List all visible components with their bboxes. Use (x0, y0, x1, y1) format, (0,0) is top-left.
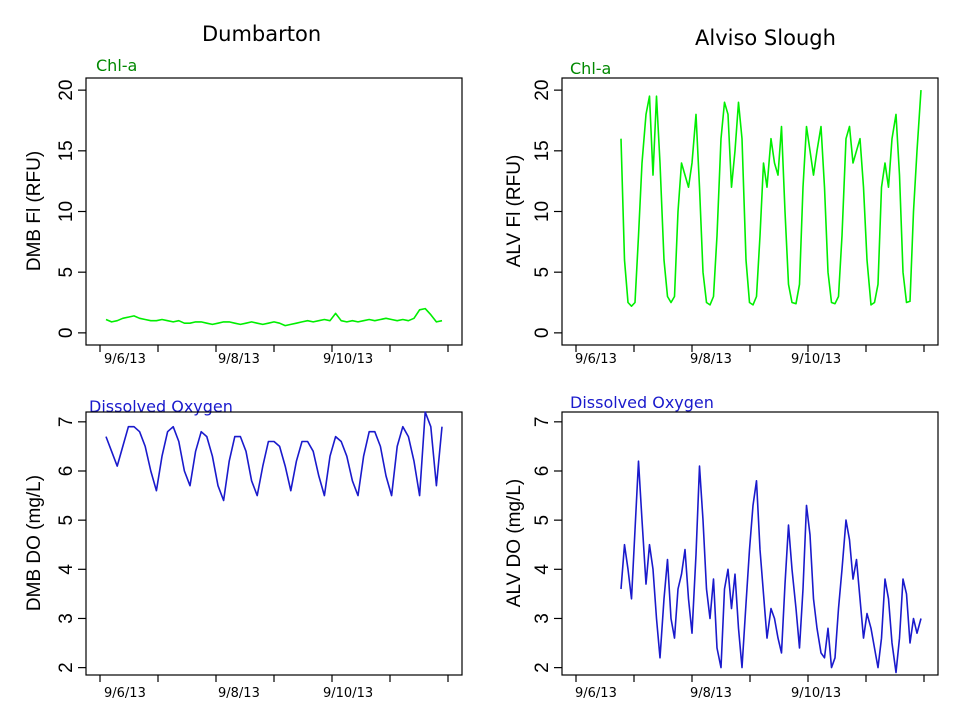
dmb-chl-y-tick-label: 15 (56, 140, 77, 161)
dmb-chl-y-axis-title: DMB Fl (RFU) (24, 151, 45, 271)
chl-a-label-right: Chl-a (570, 59, 612, 78)
alv-do-y-tick-label: 5 (532, 515, 553, 526)
alv-do-series-line (620, 460, 922, 674)
alv-do-y-tick-label: 6 (532, 466, 553, 477)
date-label-alv-chl-1: 9/6/13 (575, 352, 617, 367)
alv-chl-y-tick-label: 10 (532, 201, 553, 222)
site-title-dumbarton: Dumbarton (202, 22, 322, 46)
date-label-alv-do-2: 9/8/13 (690, 686, 732, 701)
chl-a-label-left: Chl-a (96, 56, 138, 75)
dmb-chl-plot-frame (85, 77, 463, 346)
date-label-alv-do-1: 9/6/13 (575, 686, 617, 701)
alv-do-y-tick-label: 7 (532, 417, 553, 428)
date-label-dmb-chl-3: 9/10/13 (323, 352, 374, 367)
date-label-alv-do-3: 9/10/13 (791, 686, 842, 701)
site-title-alviso-slough: Alviso Slough (695, 26, 836, 50)
date-label-dmb-chl-2: 9/8/13 (218, 352, 260, 367)
date-label-dmb-do-1: 9/6/13 (104, 686, 146, 701)
alv-chl-y-tick-label: 20 (532, 80, 553, 101)
dmb-do-y-axis-title: DMB DO (mg/L) (24, 475, 45, 611)
dmb-chl-y-tick-label: 20 (56, 80, 77, 101)
dissolved-oxygen-label-left: Dissolved Oxygen (89, 397, 233, 416)
alv-do-y-axis-title: ALV DO (mg/L) (504, 479, 525, 607)
alv-do-y-tick-label: 4 (532, 564, 553, 575)
dmb-chl-y-tick-label: 0 (56, 328, 77, 339)
dmb-chl-y-tick-label: 5 (56, 267, 77, 278)
alv-chl-y-axis-title: ALV Fl (RFU) (504, 155, 525, 268)
alv-chl-y-tick-label: 5 (532, 267, 553, 278)
alv-chl-y-tick-label: 15 (532, 140, 553, 161)
alv-chl-series-line (620, 90, 922, 308)
date-label-dmb-do-2: 9/8/13 (218, 686, 260, 701)
alv-do-y-tick-label: 3 (532, 613, 553, 624)
alv-chl-plot-frame (561, 77, 939, 346)
dmb-do-series-line (105, 411, 443, 502)
dmb-do-y-tick-label: 3 (56, 613, 77, 624)
dmb-do-y-tick-label: 7 (56, 417, 77, 428)
dmb-chl-series-line (105, 307, 443, 327)
dmb-do-plot-frame (85, 411, 463, 676)
alv-do-y-tick-label: 2 (532, 662, 553, 673)
date-label-alv-chl-3: 9/10/13 (791, 352, 842, 367)
dmb-do-y-tick-label: 2 (56, 662, 77, 673)
date-label-alv-chl-2: 9/8/13 (690, 352, 732, 367)
dmb-do-y-tick-label: 4 (56, 564, 77, 575)
alv-chl-y-tick-label: 0 (532, 328, 553, 339)
dissolved-oxygen-label-right: Dissolved Oxygen (570, 393, 714, 412)
dmb-chl-y-tick-label: 10 (56, 201, 77, 222)
dmb-do-y-tick-label: 6 (56, 466, 77, 477)
date-label-dmb-chl-1: 9/6/13 (104, 352, 146, 367)
date-label-dmb-do-3: 9/10/13 (323, 686, 374, 701)
dmb-do-y-tick-label: 5 (56, 515, 77, 526)
